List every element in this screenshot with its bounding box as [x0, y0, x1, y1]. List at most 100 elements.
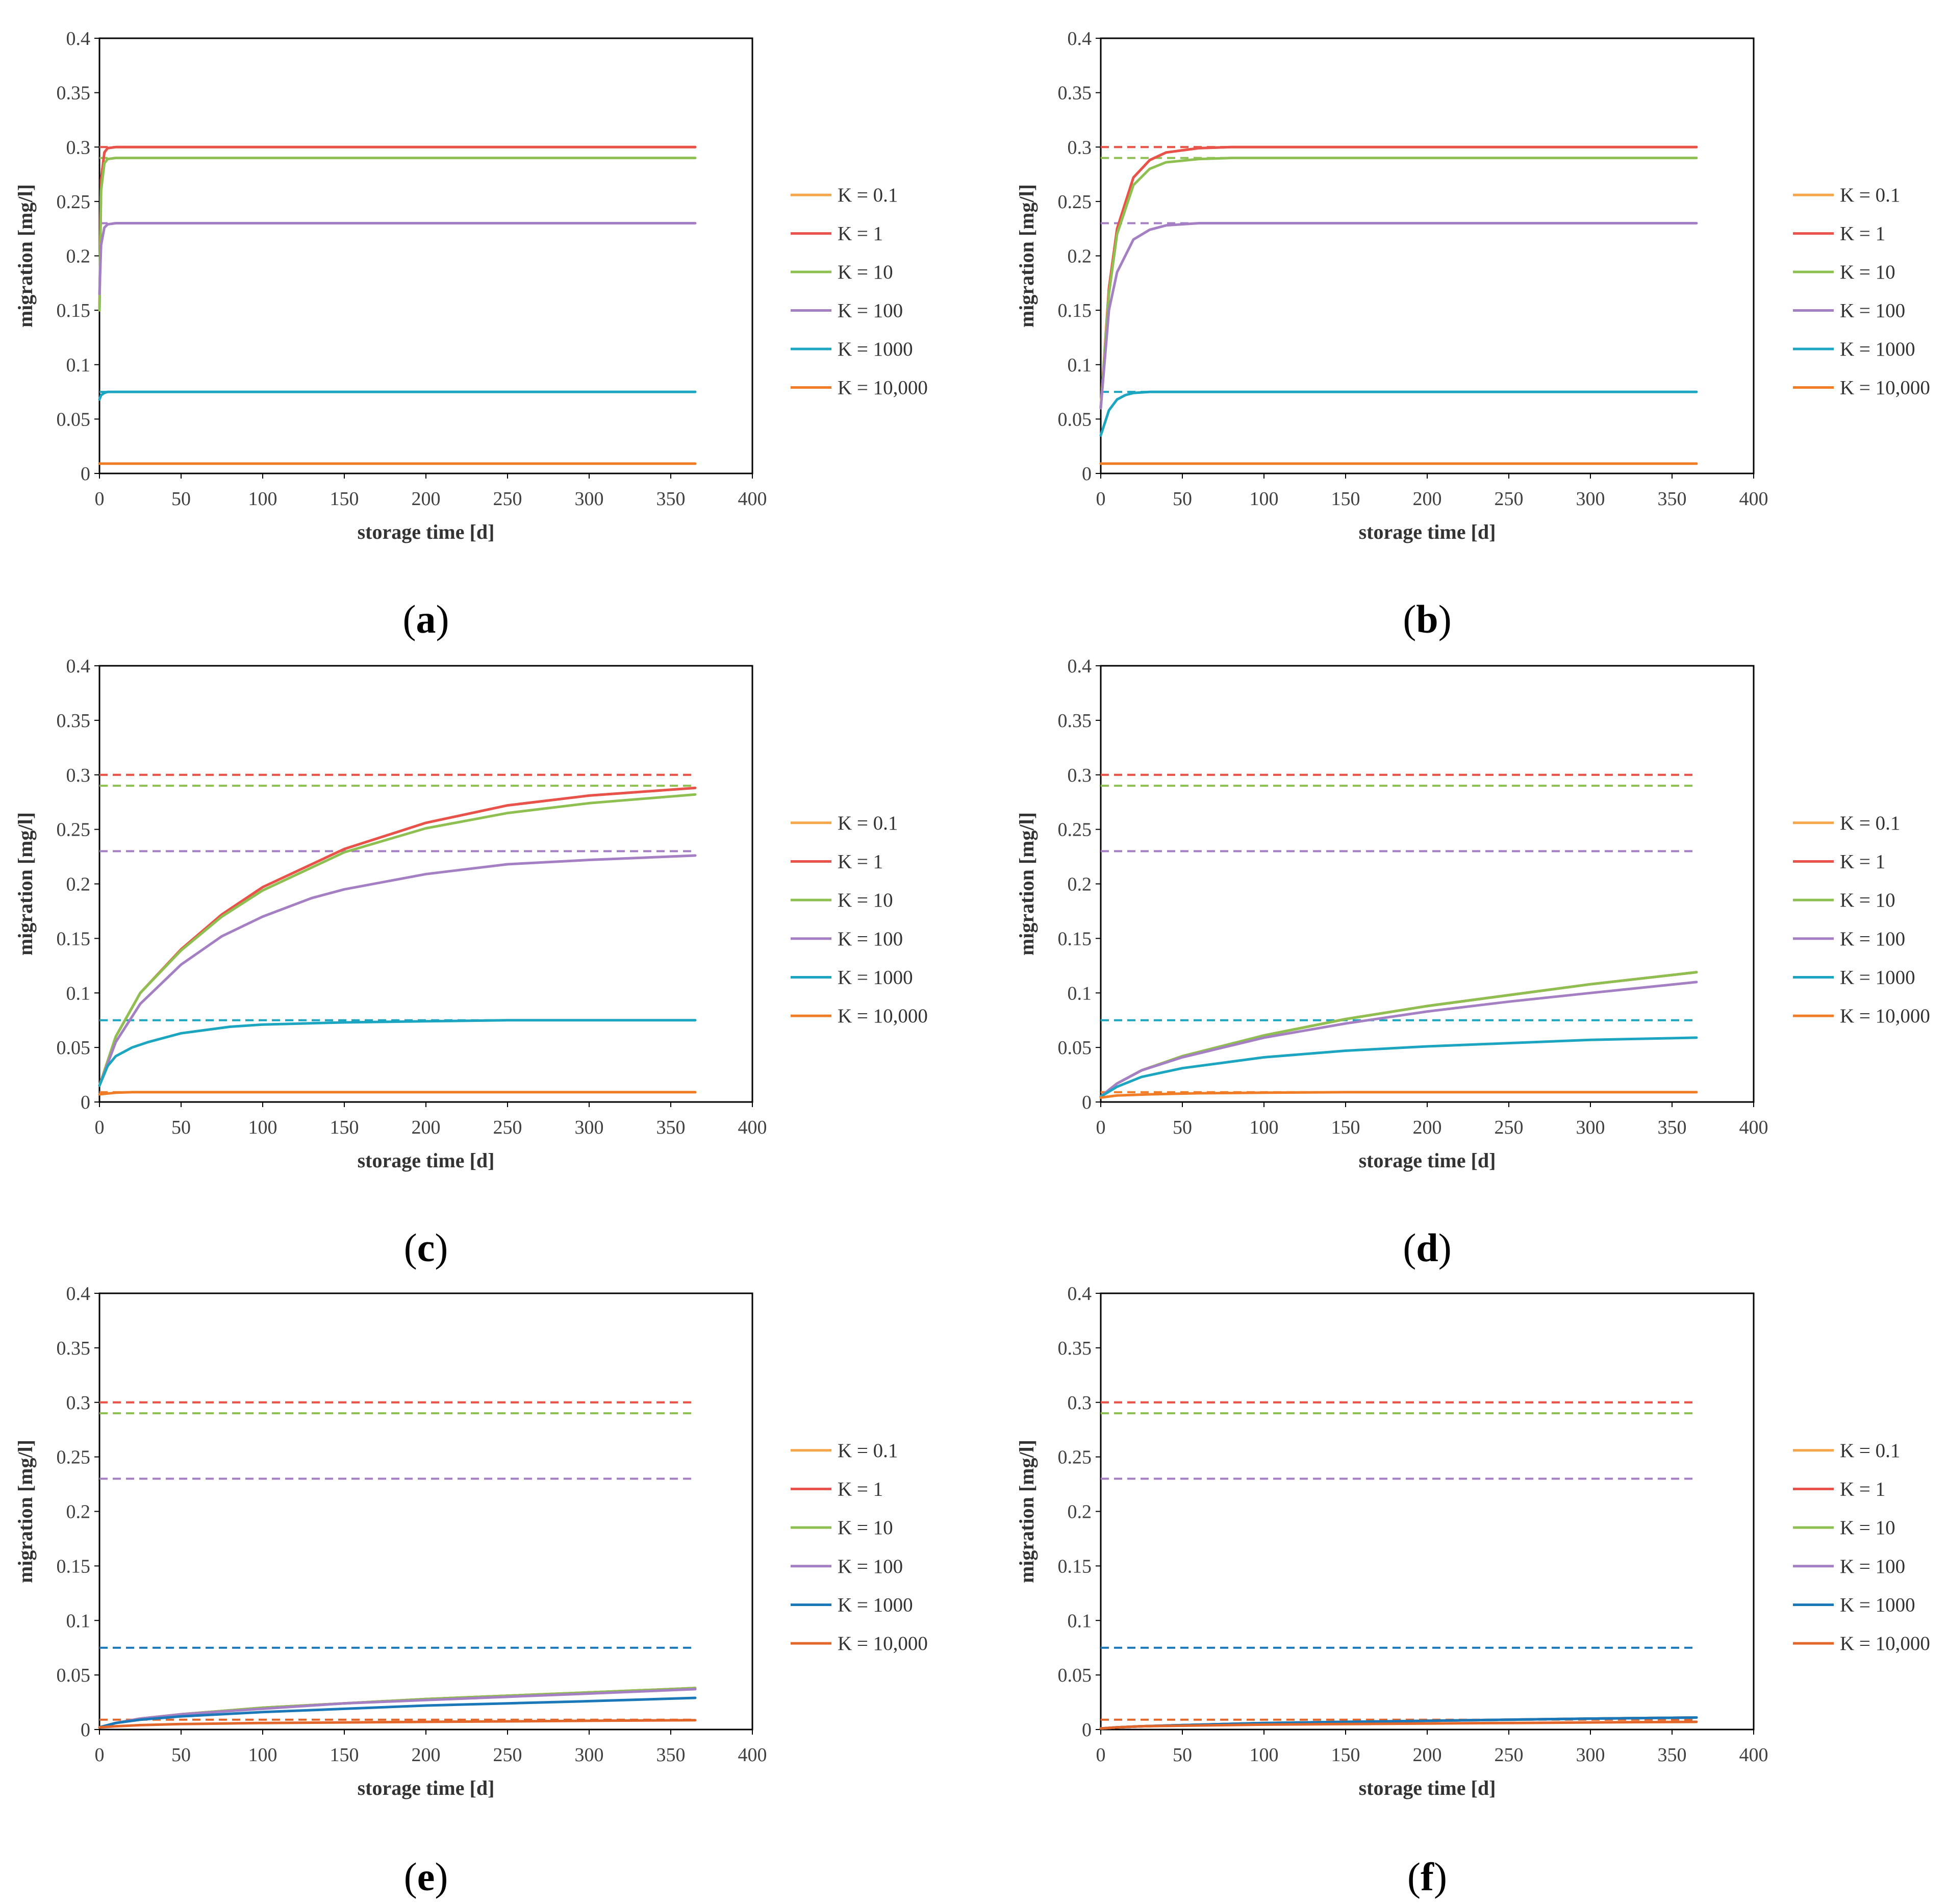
legend-label: K = 10,000: [1840, 1633, 1930, 1655]
x-tick-label: 150: [330, 1117, 359, 1138]
x-tick-label: 300: [1576, 488, 1605, 510]
chart-panel-f: 0 0.05 0.1 0.15 0.2 0.25 0.3 0.35 0.4 0 50 100 150 20…: [1015, 1283, 1930, 1899]
legend-label: K = 0.1: [1840, 184, 1900, 206]
x-tick-label: 350: [656, 1117, 686, 1138]
plot-frame: [98, 665, 753, 1103]
legend-label: K = 10: [1840, 261, 1895, 283]
legend-label: K = 10: [1840, 889, 1895, 911]
x-tick-label: 400: [738, 488, 767, 510]
x-tick-label: 50: [171, 1744, 191, 1766]
y-tick-label: 0.35: [57, 83, 91, 104]
x-tick-label: 350: [656, 488, 686, 510]
series-line: [1099, 1036, 1698, 1098]
x-tick-label: 0: [95, 1117, 105, 1138]
series-line: [1099, 157, 1698, 410]
plot-frame: [98, 1292, 753, 1731]
x-tick-label: 150: [1331, 488, 1360, 510]
panel-caption: (b): [1403, 597, 1451, 641]
y-tick-label: 0.2: [66, 874, 91, 895]
y-tick-label: 0.1: [66, 1610, 91, 1632]
panel-caption: (f): [1407, 1855, 1447, 1899]
y-tick-label: 0.35: [1058, 710, 1092, 732]
legend-label: K = 0.1: [838, 184, 898, 206]
x-tick-label: 50: [1173, 1117, 1192, 1138]
x-tick-label: 350: [1658, 488, 1687, 510]
series-line: [98, 145, 697, 312]
legend-label: K = 1000: [1840, 966, 1915, 988]
x-axis-title: storage time [d]: [1359, 1776, 1496, 1799]
y-tick-label: 0.4: [1068, 656, 1092, 677]
legend-label: K = 1000: [838, 1594, 913, 1616]
y-tick-label: 0.35: [1058, 83, 1092, 104]
legend-label: K = 100: [838, 1556, 903, 1577]
y-tick-label: 0.3: [66, 137, 91, 158]
y-tick-label: 0.3: [1068, 765, 1092, 786]
series-line: [1099, 1720, 1698, 1730]
y-tick-label: 0.2: [1068, 246, 1092, 267]
legend-label: K = 0.1: [1840, 1440, 1900, 1462]
x-tick-label: 150: [1331, 1117, 1360, 1138]
x-tick-label: 100: [248, 1117, 277, 1138]
series-line: [98, 1019, 697, 1087]
y-tick-label: 0.4: [66, 656, 91, 677]
x-tick-label: 300: [575, 1744, 604, 1766]
x-tick-label: 100: [248, 488, 277, 510]
x-tick-label: 100: [1250, 1117, 1279, 1138]
series-line: [1099, 145, 1698, 410]
y-axis-title: migration [mg/l]: [14, 812, 37, 956]
y-axis-title: migration [mg/l]: [14, 184, 37, 328]
y-tick-label: 0.05: [1058, 1037, 1092, 1059]
y-tick-label: 0.4: [66, 1283, 91, 1305]
legend-label: K = 1000: [1840, 338, 1915, 360]
x-axis-title: storage time [d]: [1359, 520, 1496, 543]
series-line: [98, 1091, 697, 1096]
y-tick-label: 0.1: [1068, 1610, 1092, 1632]
plot-frame: [1100, 37, 1755, 474]
x-tick-label: 200: [1413, 1744, 1442, 1766]
x-tick-label: 0: [95, 488, 105, 510]
y-tick-label: 0: [1082, 1719, 1092, 1741]
panel-caption: (c): [404, 1225, 448, 1270]
x-tick-label: 150: [330, 1744, 359, 1766]
x-tick-label: 250: [493, 1117, 522, 1138]
x-tick-label: 350: [1658, 1744, 1687, 1766]
series-line: [98, 390, 697, 401]
x-tick-label: 50: [171, 488, 191, 510]
plot-frame: [1100, 665, 1755, 1103]
y-tick-label: 0.2: [1068, 874, 1092, 895]
x-tick-label: 350: [1658, 1117, 1687, 1138]
legend-label: K = 1000: [1840, 1594, 1915, 1616]
legend-label: K = 10,000: [838, 377, 928, 399]
x-tick-label: 50: [1173, 1744, 1192, 1766]
y-tick-label: 0.15: [57, 1556, 91, 1577]
x-tick-label: 100: [1250, 1744, 1279, 1766]
y-tick-label: 0.3: [66, 1392, 91, 1414]
x-tick-label: 300: [575, 488, 604, 510]
x-tick-label: 50: [171, 1117, 191, 1138]
x-axis-title: storage time [d]: [358, 520, 495, 543]
y-axis-title: migration [mg/l]: [14, 1440, 37, 1583]
x-tick-label: 300: [575, 1117, 604, 1138]
y-tick-label: 0.3: [66, 765, 91, 786]
x-tick-label: 200: [1413, 1117, 1442, 1138]
legend-label: K = 10,000: [1840, 377, 1930, 399]
series-line: [1099, 222, 1698, 410]
legend-label: K = 100: [838, 300, 903, 322]
chart-panel-e: 0 0.05 0.1 0.15 0.2 0.25 0.3 0.35 0.4 0 50 100 150 20…: [14, 1283, 928, 1899]
legend-label: K = 0.1: [838, 1440, 898, 1462]
x-tick-label: 250: [1495, 1117, 1524, 1138]
legend-label: K = 10: [1840, 1517, 1895, 1539]
x-tick-label: 400: [1739, 488, 1768, 510]
x-tick-label: 250: [493, 1744, 522, 1766]
y-tick-label: 0.2: [66, 246, 91, 267]
y-tick-label: 0.3: [1068, 1392, 1092, 1414]
y-tick-label: 0.15: [57, 928, 91, 949]
series-line: [98, 1719, 697, 1729]
y-axis-title: migration [mg/l]: [1015, 812, 1038, 956]
x-tick-label: 400: [738, 1117, 767, 1138]
chart-panel-c: 0 0.05 0.1 0.15 0.2 0.25 0.3 0.35 0.4 0 50 100 150 20…: [14, 656, 928, 1270]
y-tick-label: 0.25: [1058, 1447, 1092, 1468]
legend-label: K = 100: [1840, 300, 1905, 322]
x-tick-label: 400: [1739, 1744, 1768, 1766]
